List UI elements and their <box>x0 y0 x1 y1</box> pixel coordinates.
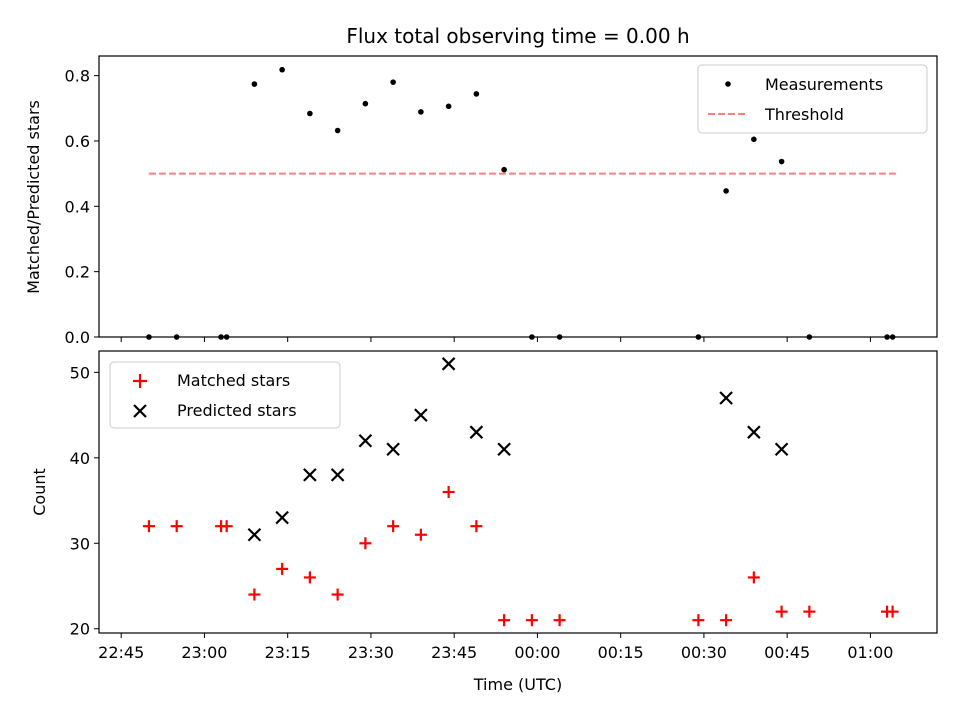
x-tick-label: 00:30 <box>681 643 727 662</box>
top-axes-frame <box>98 55 938 338</box>
bottom-y-axis-label: Count <box>30 468 49 516</box>
predicted-star-point <box>747 425 761 439</box>
matched-star-point <box>498 614 511 627</box>
chart-title: Flux total observing time = 0.00 h <box>346 24 689 48</box>
bottom-x-ticks: 22:45 23:00 23:15 23:30 23:45 00:00 00:15 00:30… <box>98 633 893 662</box>
matched-star-point <box>747 571 760 584</box>
legend-predicted-marker <box>133 404 147 418</box>
count-points <box>142 357 899 627</box>
predicted-star-point <box>386 442 400 457</box>
x-axis-label: Time (UTC) <box>473 675 562 694</box>
bottom-axes-frame <box>98 350 938 634</box>
legend-threshold-label: Threshold <box>764 105 844 124</box>
matched-star-point <box>276 562 289 575</box>
matched-star-point <box>170 520 183 533</box>
matched-star-point <box>303 571 316 584</box>
matched-star-point <box>220 520 233 533</box>
predicted-star-point <box>469 425 484 439</box>
top-y-ticks: 0.0 0.2 0.4 0.6 0.8 <box>65 67 99 347</box>
matched-star-point <box>442 486 455 498</box>
y-tick-label: 0.4 <box>65 197 90 216</box>
legend-measurements-label: Measurements <box>765 75 883 94</box>
matched-star-point <box>775 605 788 618</box>
top-legend: Measurements Threshold <box>697 64 928 134</box>
matched-star-point <box>387 520 400 533</box>
top-y-axis-label: Matched/Predicted stars <box>24 100 43 294</box>
matched-star-point <box>692 614 705 627</box>
predicted-star-point <box>275 510 289 525</box>
predicted-star-point <box>330 468 345 482</box>
matched-star-point <box>525 614 538 627</box>
predicted-star-point <box>358 433 373 448</box>
measurement-point <box>778 158 785 165</box>
measurement-point <box>390 79 396 85</box>
x-tick-label: 22:45 <box>98 643 144 662</box>
matched-star-point <box>720 614 733 627</box>
measurement-point <box>334 127 341 134</box>
top-panel: 0.00.20.40.60.8 Matched/Predicted stars … <box>24 55 938 347</box>
legend-matched-label: Matched stars <box>177 371 290 390</box>
measurement-point <box>251 81 258 87</box>
y-tick-label: 20 <box>70 620 90 639</box>
x-tick-label: 23:15 <box>265 643 311 662</box>
matched-star-point <box>359 537 372 550</box>
predicted-star-point <box>441 357 456 371</box>
measurement-point <box>445 103 452 110</box>
matched-star-point <box>470 520 483 533</box>
predicted-star-point <box>719 391 733 405</box>
top-x-ticks <box>120 337 871 342</box>
x-tick-label: 23:45 <box>431 643 477 662</box>
measurement-point <box>473 91 480 97</box>
legend-matched-marker <box>133 374 147 388</box>
measurement-point <box>307 110 313 117</box>
matched-star-point <box>553 614 566 627</box>
measurement-point <box>362 100 369 107</box>
measurement-point <box>751 136 757 143</box>
x-tick-label: 00:00 <box>514 643 560 662</box>
x-tick-label: 23:30 <box>348 643 394 662</box>
matched-star-point <box>886 605 899 618</box>
measurement-point <box>418 109 424 115</box>
measurement-point <box>279 66 285 73</box>
y-tick-label: 40 <box>70 449 90 468</box>
y-tick-label: 30 <box>70 534 90 553</box>
matched-star-point <box>803 605 816 618</box>
predicted-star-point <box>497 442 511 457</box>
measurement-point <box>501 166 507 173</box>
measurement-points <box>146 66 896 340</box>
matched-star-point <box>248 588 261 601</box>
x-tick-label: 23:00 <box>181 643 227 662</box>
bottom-panel: 20 30 40 50 22:45 23:00 23:15 23:30 23:45 00:00 0… <box>30 350 938 694</box>
matched-star-point <box>414 528 427 541</box>
x-tick-label: 01:00 <box>847 643 893 662</box>
predicted-star-point <box>247 527 262 542</box>
y-tick-label: 0.0 <box>65 328 90 347</box>
x-tick-label: 00:15 <box>598 643 644 662</box>
matched-star-point <box>142 520 155 533</box>
legend-measurements-marker <box>725 81 731 87</box>
predicted-star-point <box>414 408 428 422</box>
bottom-y-ticks: 20 30 40 50 <box>70 363 99 639</box>
y-tick-label: 50 <box>70 363 90 382</box>
y-tick-label: 0.2 <box>65 263 90 282</box>
bottom-legend: Matched stars Predicted stars <box>109 361 341 429</box>
y-tick-label: 0.6 <box>65 132 90 151</box>
measurement-point <box>723 188 729 194</box>
legend-predicted-label: Predicted stars <box>177 401 297 420</box>
y-tick-label: 0.8 <box>65 67 90 86</box>
predicted-star-point <box>303 468 317 482</box>
matched-star-point <box>331 588 344 601</box>
x-tick-label: 00:45 <box>764 643 810 662</box>
predicted-star-point <box>774 442 789 457</box>
